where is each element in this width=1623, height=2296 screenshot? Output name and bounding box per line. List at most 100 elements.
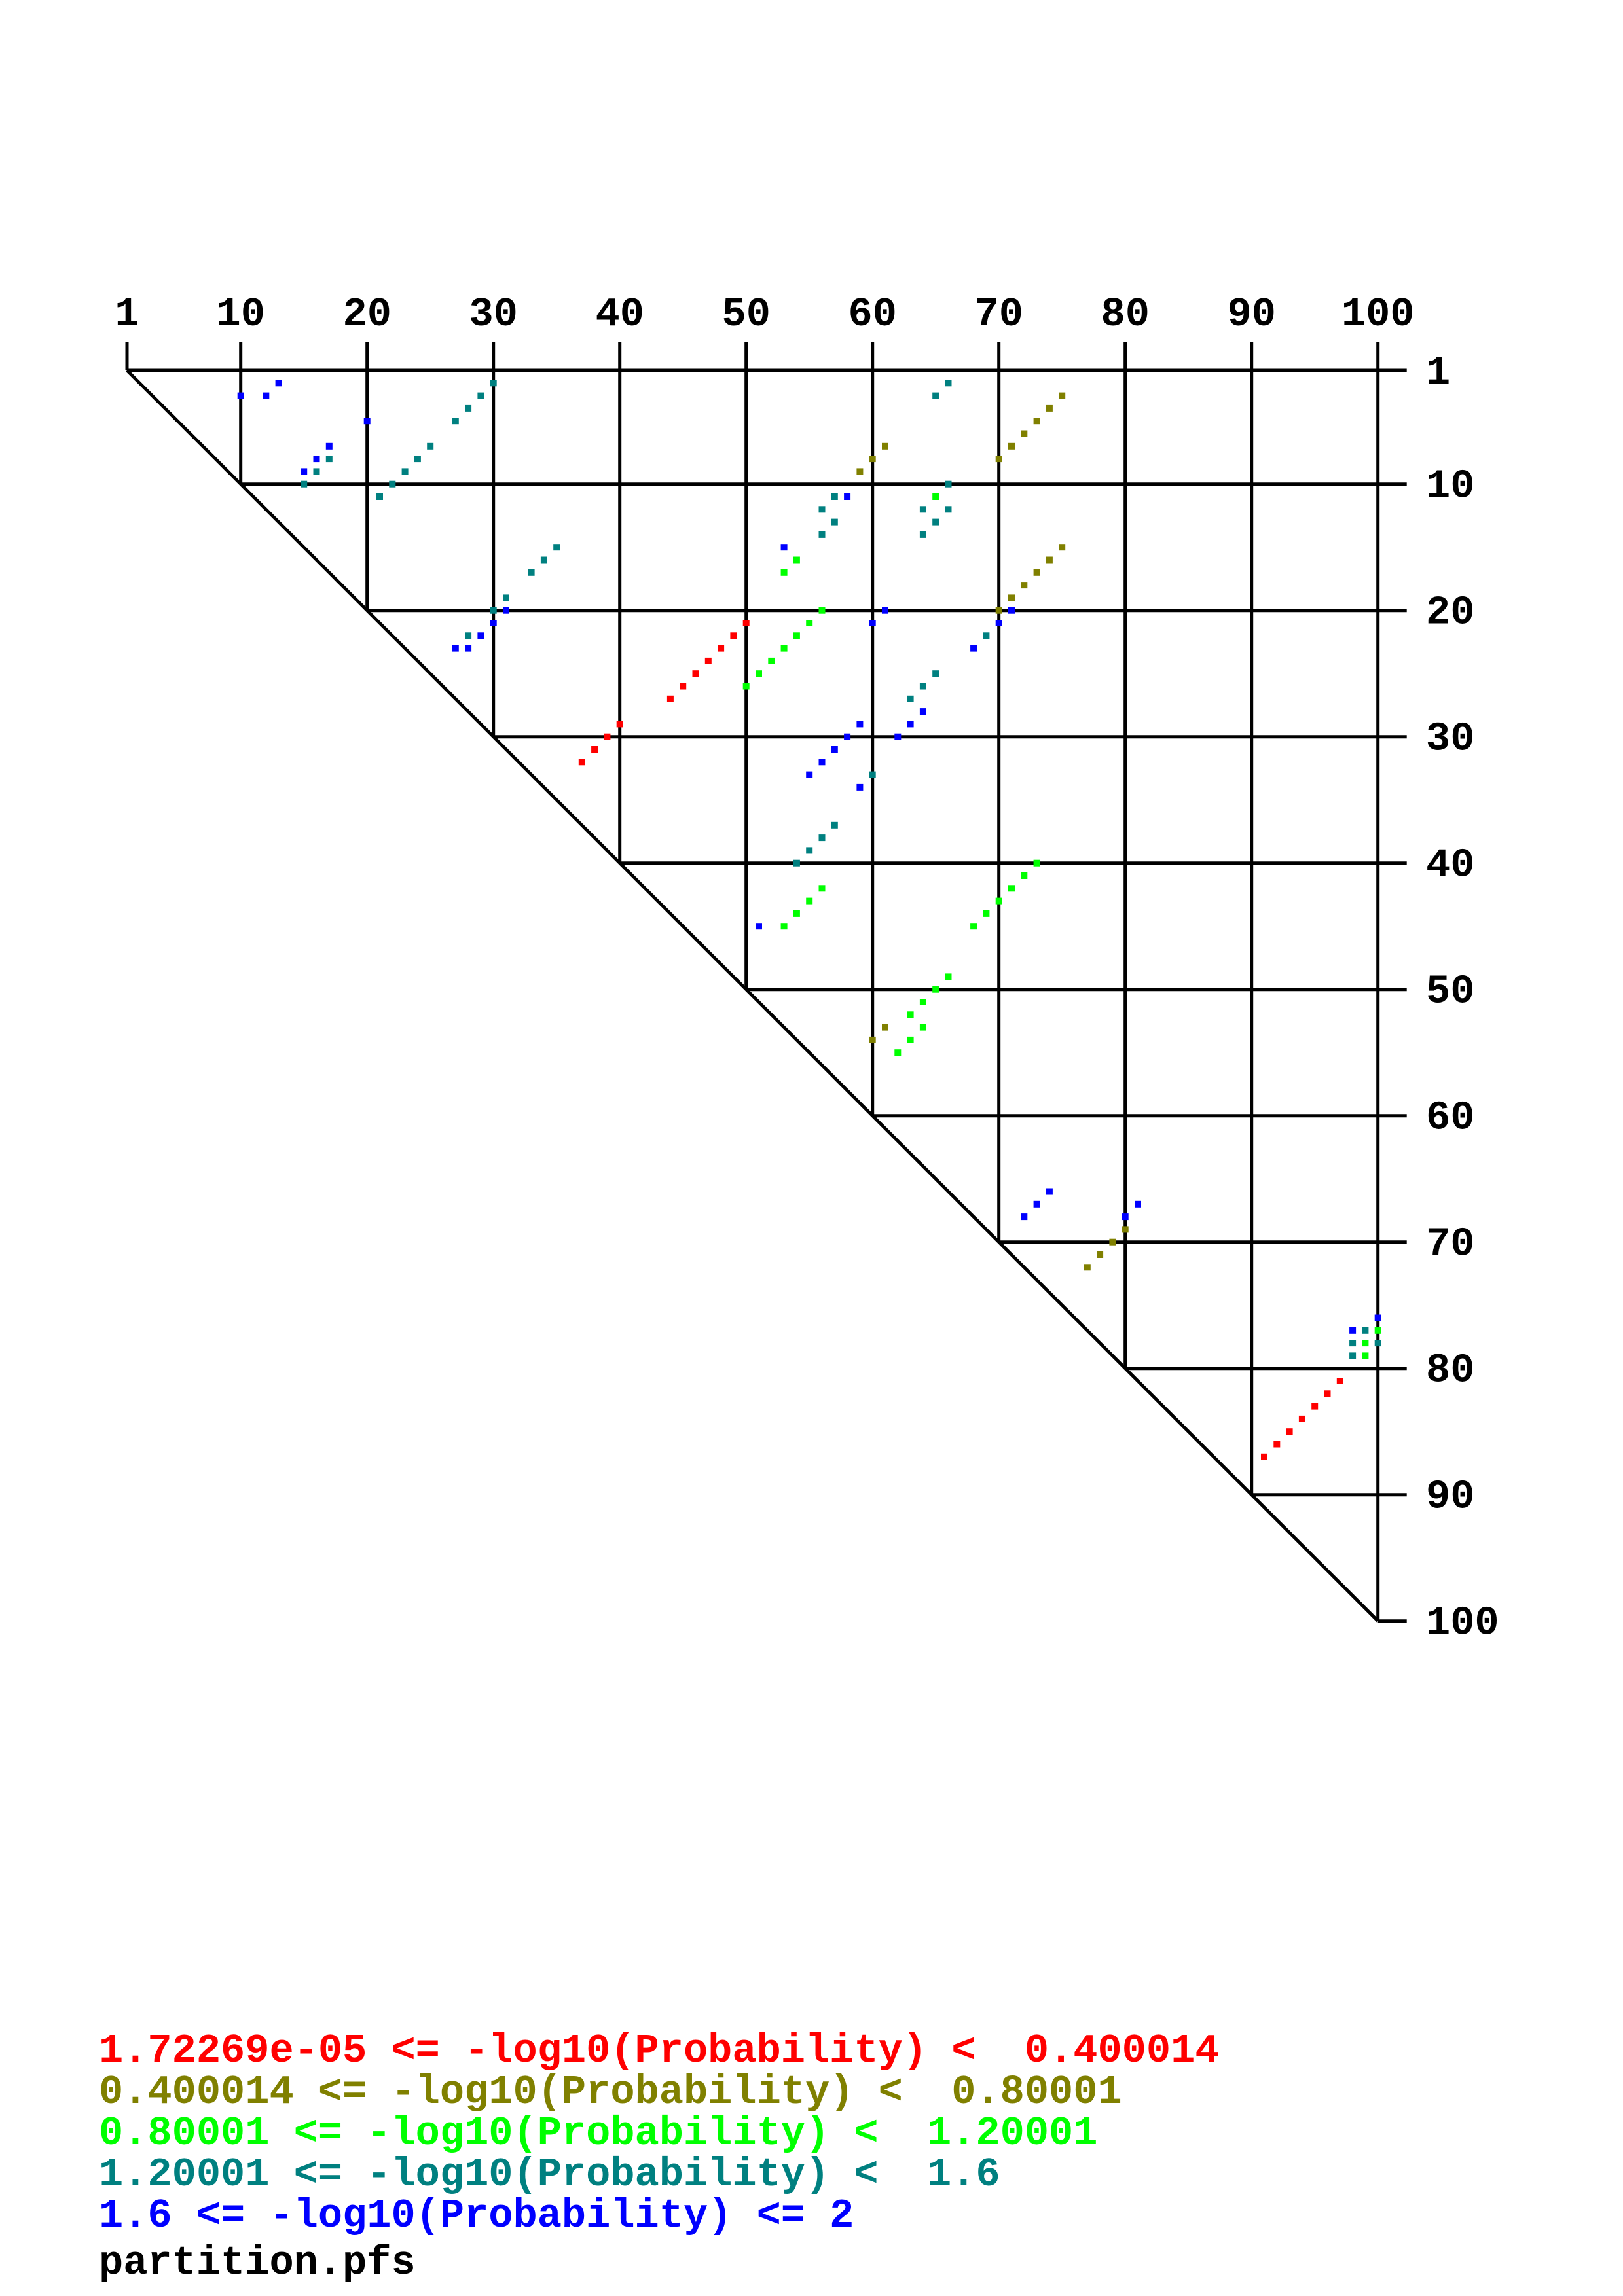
probability-dot: [1261, 1453, 1267, 1460]
filename-label: partition.pfs: [99, 2240, 416, 2286]
probability-dot: [932, 518, 939, 526]
probability-dot: [363, 418, 371, 425]
probability-dot: [313, 468, 320, 475]
probability-dot: [313, 456, 320, 463]
probability-dot: [882, 607, 888, 614]
probability-dot: [1349, 1352, 1357, 1359]
x-tick-label: 100: [1341, 291, 1415, 338]
probability-dot: [1059, 392, 1066, 399]
probability-dot: [680, 683, 687, 690]
probability-dot: [919, 999, 926, 1005]
dots: [237, 380, 1381, 1460]
y-tick-label: 50: [1426, 969, 1474, 1015]
probability-dot: [831, 821, 838, 829]
probability-dot: [983, 632, 990, 639]
probability-dot: [882, 1024, 888, 1031]
probability-dot: [1084, 1264, 1091, 1271]
probability-dot: [907, 1011, 914, 1018]
probability-dot: [818, 531, 826, 538]
probability-dot: [793, 556, 800, 564]
probability-dot: [730, 632, 737, 639]
probability-dot: [793, 632, 800, 639]
probability-dot: [1021, 430, 1028, 437]
probability-dot: [818, 759, 826, 766]
probability-dot: [477, 632, 484, 639]
legend: 1.72269e-05 <= -log10(Probability) < 0.4…: [99, 2028, 1219, 2286]
probability-dot: [414, 456, 421, 463]
probability-dot: [465, 404, 472, 412]
probability-dot: [945, 973, 952, 980]
probability-dot: [1122, 1213, 1129, 1221]
probability-dot: [490, 620, 497, 626]
probability-dot: [1374, 1327, 1381, 1334]
x-tick-label: 1: [115, 291, 139, 338]
probability-dot: [452, 418, 459, 425]
x-tick-label: 40: [595, 291, 644, 338]
probability-dot: [1286, 1428, 1293, 1435]
probability-dot: [756, 923, 762, 930]
probability-dot: [325, 442, 333, 450]
x-tick-label: 70: [974, 291, 1023, 338]
probability-dot: [831, 493, 838, 500]
x-tick-label: 60: [848, 291, 896, 338]
probability-dot: [1059, 544, 1066, 551]
probability-dot: [1033, 569, 1040, 576]
grid-lines: [125, 342, 1407, 1623]
y-tick-label: 30: [1426, 716, 1474, 762]
probability-dot: [894, 733, 902, 740]
probability-dot: [932, 392, 939, 399]
probability-dot: [983, 910, 990, 917]
y-tick-label: 70: [1426, 1221, 1474, 1268]
probability-dot: [1362, 1340, 1369, 1347]
probability-dot: [869, 620, 876, 626]
tick-labels: 1 1 10 10 20 20 30 30 40 40 50 50 60 60 70 70 80 80 90 90 10…: [115, 291, 1499, 1647]
probability-dot: [1033, 418, 1040, 425]
probability-dot: [919, 683, 926, 690]
probability-dot: [970, 645, 977, 652]
probability-dot: [616, 721, 623, 728]
probability-dot: [844, 733, 851, 740]
probability-dot: [1021, 872, 1028, 879]
probability-dot: [692, 670, 699, 677]
probability-dot: [490, 607, 497, 614]
probability-dot: [793, 859, 800, 867]
probability-dot: [818, 607, 826, 614]
probability-dot: [806, 771, 813, 778]
probability-dot: [869, 456, 876, 463]
probability-dot: [1109, 1238, 1116, 1246]
probability-dot: [780, 544, 788, 551]
x-tick-label: 90: [1227, 291, 1275, 338]
probability-dot: [490, 380, 497, 387]
probability-dot: [780, 645, 788, 652]
probability-dot: [1324, 1390, 1331, 1397]
probability-dot: [503, 594, 509, 601]
probability-dot: [844, 493, 851, 500]
probability-dot: [756, 670, 762, 677]
diagonal-line: [126, 369, 1379, 1623]
legend-entry: 1.72269e-05 <= -log10(Probability) < 0.4…: [99, 2028, 1219, 2074]
probability-dot: [1374, 1314, 1381, 1321]
probability-dot: [818, 885, 826, 892]
probability-dot: [704, 657, 712, 664]
legend-entry: 0.80001 <= -log10(Probability) < 1.20001: [99, 2110, 1097, 2157]
probability-dot: [1046, 404, 1053, 412]
x-tick-label: 50: [721, 291, 770, 338]
probability-dot: [768, 657, 775, 664]
probability-dot: [907, 721, 914, 728]
probability-dot: [1362, 1352, 1369, 1359]
probability-dot: [1122, 1226, 1129, 1233]
probability-dot: [477, 392, 484, 399]
x-tick-label: 80: [1101, 291, 1149, 338]
probability-dot: [604, 733, 611, 740]
probability-dot: [831, 518, 838, 526]
probability-dot: [907, 1036, 914, 1043]
probability-dot: [818, 834, 826, 842]
probability-dot: [1349, 1340, 1357, 1347]
probability-dot: [856, 783, 864, 791]
y-tick-label: 90: [1426, 1474, 1474, 1520]
probability-dot: [376, 493, 383, 500]
probability-dot: [528, 569, 535, 576]
probability-dot: [995, 897, 1002, 905]
probability-dot: [427, 442, 434, 450]
